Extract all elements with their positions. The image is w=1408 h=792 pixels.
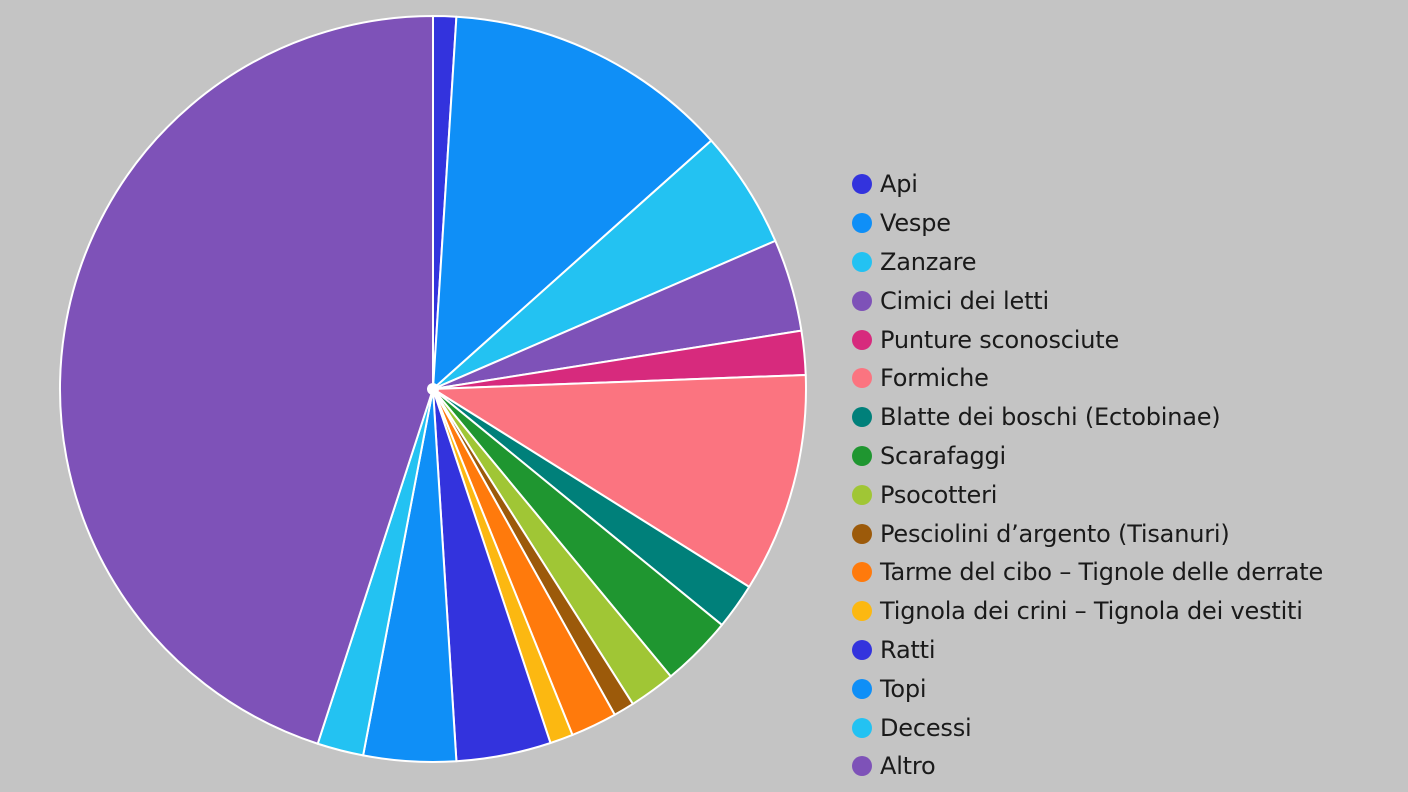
legend-label: Blatte dei boschi (Ectobinae) xyxy=(880,403,1221,432)
legend-label: Cimici dei letti xyxy=(880,286,1049,315)
legend-item: Tignola dei crini – Tignola dei vestiti xyxy=(852,592,1323,631)
legend-label: Psocotteri xyxy=(880,480,998,509)
legend-label: Formiche xyxy=(880,364,989,393)
legend-item: Ratti xyxy=(852,631,1323,670)
legend-item: Topi xyxy=(852,669,1323,708)
legend-label: Punture sconosciute xyxy=(880,325,1120,354)
legend-label: Ratti xyxy=(880,635,936,664)
pie-slice-6 xyxy=(432,373,807,588)
legend-item: Scarafaggi xyxy=(852,437,1323,476)
legend-swatch xyxy=(852,678,872,699)
legend-label: Topi xyxy=(880,674,927,703)
legend-item: Punture sconosciute xyxy=(852,320,1323,359)
legend-swatch xyxy=(852,213,872,234)
legend-item: Formiche xyxy=(852,359,1323,398)
pie-center-dot xyxy=(427,383,439,395)
legend-item: Decessi xyxy=(852,708,1323,747)
pie-slice-2 xyxy=(432,15,713,390)
legend-label: Scarafaggi xyxy=(880,441,1007,470)
legend-item: Blatte dei boschi (Ectobinae) xyxy=(852,398,1323,437)
legend-label: Decessi xyxy=(880,713,972,742)
legend-item: Api xyxy=(852,165,1323,204)
pie-slice-16 xyxy=(59,15,434,745)
legend-item: Altro xyxy=(852,747,1323,786)
legend-item: Cimici dei letti xyxy=(852,281,1323,320)
legend-item: Psocotteri xyxy=(852,475,1323,514)
legend-swatch xyxy=(852,601,872,622)
legend-swatch xyxy=(852,639,872,660)
legend-swatch xyxy=(852,756,872,777)
legend-swatch xyxy=(852,329,872,350)
legend-item: Vespe xyxy=(852,204,1323,243)
legend-swatch xyxy=(852,251,872,272)
legend-swatch xyxy=(852,484,872,505)
legend-item: Zanzare xyxy=(852,243,1323,282)
legend-label: Tarme del cibo – Tignole delle derrate xyxy=(880,558,1324,587)
legend-label: Pesciolini d’argento (Tisanuri) xyxy=(880,519,1230,548)
legend-swatch xyxy=(852,407,872,428)
legend-swatch xyxy=(852,290,872,311)
legend: Api Vespe Zanzare Cimici dei letti Punture s… xyxy=(852,165,1323,786)
legend-swatch xyxy=(852,523,872,544)
legend-swatch xyxy=(852,445,872,466)
legend-swatch xyxy=(852,717,872,738)
legend-label: Altro xyxy=(880,752,936,781)
legend-item: Pesciolini d’argento (Tisanuri) xyxy=(852,514,1323,553)
legend-label: Tignola dei crini – Tignola dei vestiti xyxy=(880,597,1303,626)
legend-swatch xyxy=(852,174,872,195)
legend-swatch xyxy=(852,562,872,583)
legend-label: Vespe xyxy=(880,209,951,238)
legend-label: Zanzare xyxy=(880,247,977,276)
legend-swatch xyxy=(852,368,872,389)
legend-item: Tarme del cibo – Tignole delle derrate xyxy=(852,553,1323,592)
legend-label: Api xyxy=(880,170,918,199)
